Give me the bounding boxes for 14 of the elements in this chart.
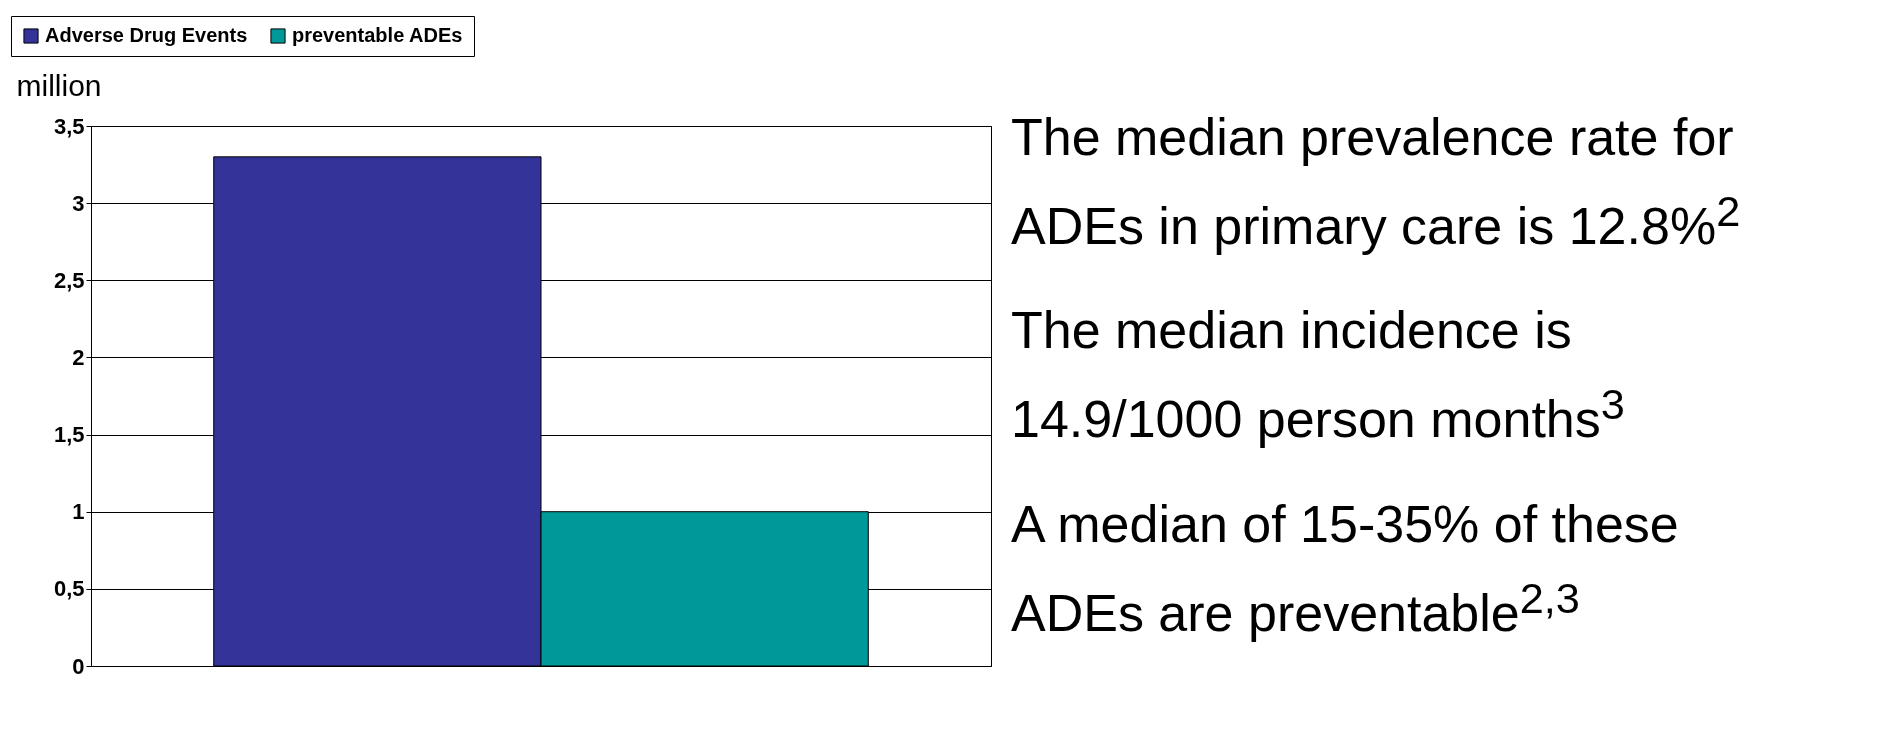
text: The median incidence is 14.9/1000 person months$^{3}$ xyxy=(1011,300,1626,451)
text: The median prevalence rate for ADEs in primary care is 12.8%$^{2}$ xyxy=(1011,107,1742,258)
legend-label: preventable ADEs xyxy=(292,24,463,46)
y-tick-label: 0 xyxy=(72,653,85,679)
y-tick-label: 2 xyxy=(72,344,85,370)
legend-label: Adverse Drug Events xyxy=(45,24,248,46)
y-tick-label: 3 xyxy=(72,190,85,216)
y-axis-title: million xyxy=(16,68,102,102)
y-tick-label: 3,5 xyxy=(53,113,85,139)
y-tick-label: 1,5 xyxy=(53,422,85,448)
y-tick-label: 2,5 xyxy=(53,267,85,293)
text: A median of 15-35% of these ADEs are preventable$^{2,3}$ xyxy=(1011,493,1680,644)
y-tick-label: 1 xyxy=(72,499,85,525)
y-tick-label: 0,5 xyxy=(53,576,85,602)
